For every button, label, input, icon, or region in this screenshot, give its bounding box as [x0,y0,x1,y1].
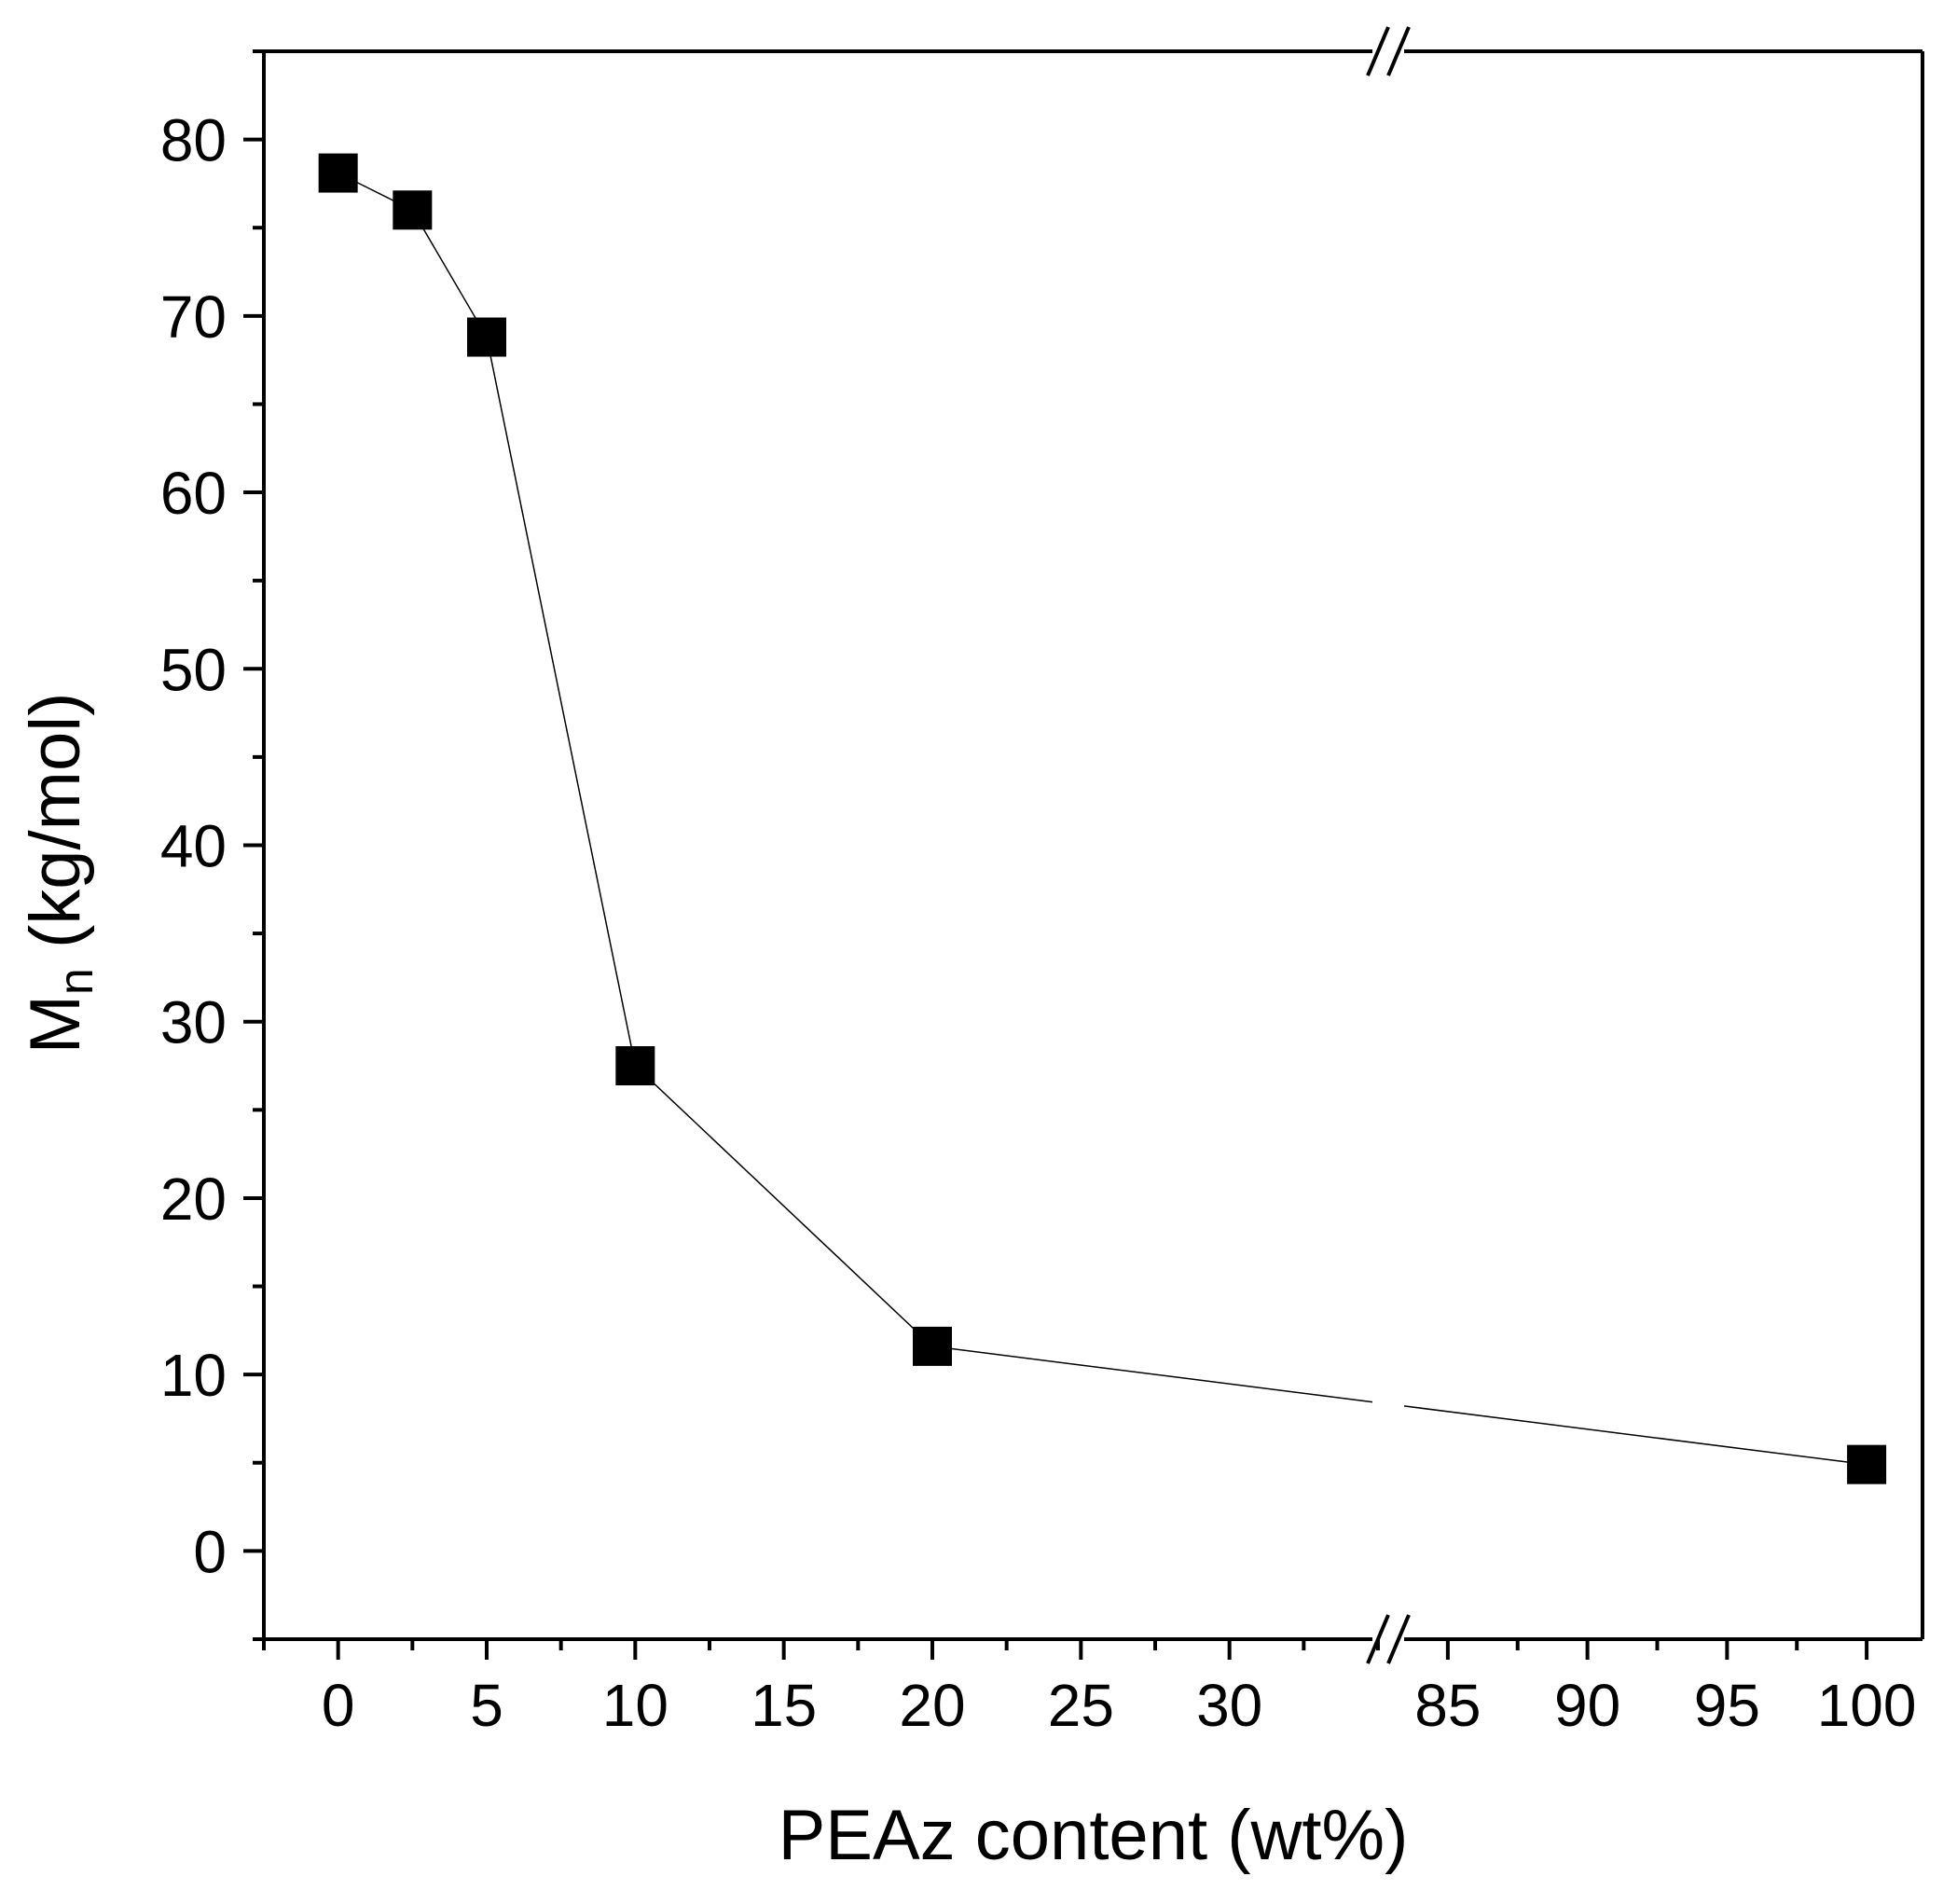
x-tick-label: 90 [1554,1672,1620,1739]
y-tick-label: 40 [160,813,227,880]
y-tick-label: 60 [160,460,227,527]
series-connector [931,1345,1373,1403]
axis-break-slash-top-1 [1366,26,1390,76]
x-tick-label: 15 [751,1672,817,1739]
y-tick-label: 50 [160,636,227,703]
data-point-marker [467,317,506,357]
axis-break-slash-bottom-1 [1366,1614,1390,1664]
series-connector [411,209,488,338]
y-tick-label: 0 [193,1518,227,1585]
x-axis-title: PEAz content (wt%) [779,1796,1409,1875]
y-tick-label: 70 [160,283,227,351]
x-tick-label: 30 [1196,1672,1262,1739]
y-axis: 0 10 20 30 40 50 60 70 80 [160,49,264,1641]
axis-break-marks [1366,26,1411,1664]
y-tick-label: 20 [160,1166,227,1233]
y-axis-title-subscript: n [49,968,103,995]
y-axis-title: Mn (kg/mol) [16,693,103,1055]
x-tick-label: 20 [899,1672,965,1739]
x-tick-label: 95 [1694,1672,1760,1739]
x-tick-label: 5 [470,1672,503,1739]
x-tick-label: 85 [1414,1672,1481,1739]
x-axis: 0 5 10 15 20 25 30 85 90 95 100 [262,1639,1917,1739]
data-point-marker [1847,1444,1887,1484]
y-axis-title-rest: (kg/mol) [16,693,95,969]
series-connector [486,337,637,1067]
y-tick-label: 30 [160,989,227,1056]
axis-break-slash-bottom-2 [1386,1614,1411,1664]
data-series [318,153,1887,1484]
data-point-marker [913,1326,952,1366]
data-point-marker [318,153,358,193]
x-tick-label: 10 [602,1672,668,1739]
data-point-marker [393,190,433,230]
series-connector [1403,1405,1867,1466]
x-tick-label: 25 [1048,1672,1114,1739]
axis-break-slash-top-2 [1386,26,1411,76]
data-point-marker [615,1046,655,1086]
y-tick-label: 10 [160,1342,227,1409]
x-tick-label: 0 [322,1672,355,1739]
y-tick-label: 80 [160,107,227,174]
series-connector [634,1065,933,1347]
plot-frame [262,49,1924,1641]
x-tick-label: 100 [1817,1672,1917,1739]
y-axis-title-main: M [16,995,95,1054]
